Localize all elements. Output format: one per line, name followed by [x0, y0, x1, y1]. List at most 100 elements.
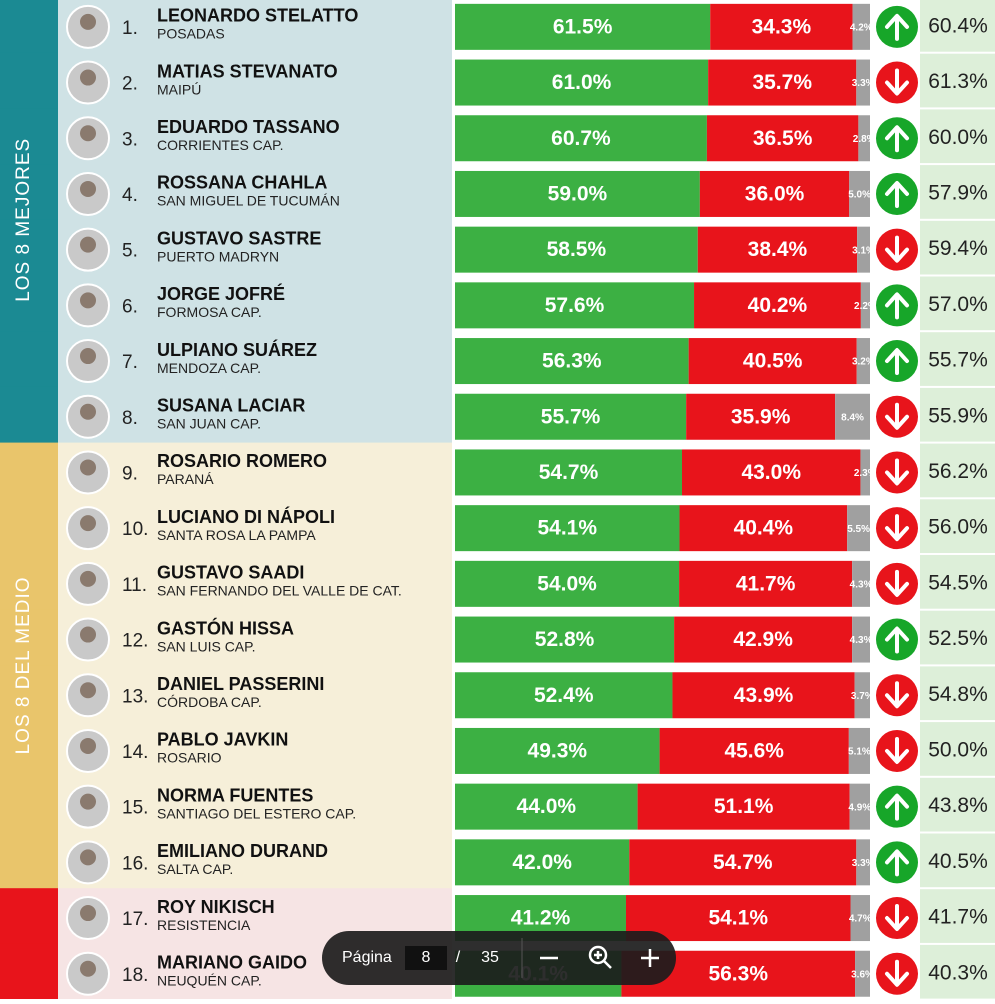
value-label: 56.3% [708, 962, 768, 985]
city: SAN MIGUEL DE TUCUMÁN [157, 193, 340, 209]
value-label: 4.3% [850, 579, 873, 590]
value-label: 5.0% [848, 190, 871, 201]
name: JORGE JOFRÉ [157, 283, 285, 304]
previous-value: 52.5% [928, 627, 988, 650]
viewer-toolbar: Página 8 / 35 [322, 931, 676, 985]
value-label: 4.9% [848, 802, 871, 813]
rank: 14. [122, 742, 148, 763]
bar-segment [455, 226, 698, 273]
previous-value: 40.5% [928, 850, 988, 873]
value-label: 52.8% [535, 628, 595, 651]
bar-segment [856, 59, 870, 106]
name: ULPIANO SUÁREZ [157, 339, 317, 360]
rank: 4. [122, 185, 138, 206]
toolbar-bg [322, 931, 676, 985]
city: PUERTO MADRYN [157, 248, 279, 264]
name: LEONARDO STELATTO [157, 6, 358, 26]
bar-segment [629, 839, 857, 886]
previous-value: 40.3% [928, 961, 988, 984]
name: EDUARDO TASSANO [157, 117, 340, 137]
value-label: 55.7% [541, 405, 601, 428]
value-label: 38.4% [748, 238, 808, 261]
value-label: 3.6% [851, 969, 874, 980]
value-label: 43.0% [741, 461, 801, 484]
value-label: 52.4% [534, 684, 594, 707]
photo-head [80, 13, 96, 30]
value-label: 36.5% [753, 127, 813, 150]
previous-band [920, 833, 995, 888]
bar-segment [857, 226, 870, 273]
previous-value: 59.4% [928, 237, 988, 260]
photo-head [80, 459, 96, 476]
value-label: 40.4% [734, 517, 794, 540]
row-band [58, 108, 452, 166]
photo-head [80, 960, 96, 977]
value-label: 59.0% [548, 182, 608, 205]
bar-segment [848, 727, 870, 774]
previous-band [920, 276, 995, 331]
value-label: 51.1% [714, 795, 774, 818]
group-label: LOS 8 MEJORES [13, 138, 34, 302]
trend-arrow [885, 13, 909, 41]
bar-segment [858, 115, 870, 162]
photo-head [80, 515, 96, 532]
bar-segment [860, 449, 870, 496]
bar-segment [710, 3, 853, 50]
previous-band [920, 722, 995, 776]
city: RESISTENCIA [157, 917, 251, 933]
trend-arrow [885, 402, 909, 430]
side-band [0, 52, 58, 110]
previous-value: 56.0% [928, 516, 988, 539]
rank: 18. [122, 965, 148, 986]
row-band [58, 442, 452, 500]
bar-segment [860, 282, 870, 329]
side-band [0, 721, 58, 778]
value-label: 54.1% [708, 907, 768, 930]
trend-arrow [885, 68, 909, 96]
bar-segment [854, 672, 870, 719]
previous-value: 43.8% [928, 794, 988, 817]
previous-value: 57.0% [928, 293, 988, 316]
bar-segment [455, 783, 638, 830]
page-input[interactable] [405, 946, 447, 970]
bar-segment [455, 115, 707, 162]
bar-segment [455, 672, 673, 719]
zoom-in-button[interactable] [641, 949, 659, 967]
zoom-button[interactable] [588, 945, 608, 965]
rank: 9. [122, 463, 138, 484]
side-band [0, 554, 58, 611]
value-label: 4.2% [850, 22, 873, 33]
trend-arrow [885, 569, 909, 597]
row-band [58, 665, 452, 723]
value-label: 54.0% [537, 572, 597, 595]
previous-band [920, 332, 995, 386]
photo-head [80, 682, 96, 699]
value-label: 60.7% [551, 127, 611, 150]
rank: 5. [122, 241, 138, 262]
value-label: 2.2% [854, 301, 877, 312]
trend-arrow [885, 458, 909, 486]
bar-segment [455, 282, 695, 329]
trend-arrow [885, 959, 909, 987]
bar-segment [625, 895, 851, 942]
row-band [58, 498, 452, 555]
bar-segment [455, 393, 687, 440]
value-label: 43.9% [734, 684, 794, 707]
row-band [58, 721, 452, 778]
rank: 8. [122, 408, 138, 429]
city: SANTIAGO DEL ESTERO CAP. [157, 805, 356, 821]
photo-head [80, 292, 96, 309]
city: SAN FERNANDO DEL VALLE DE CAT. [157, 583, 402, 599]
row-band [58, 832, 452, 890]
trend-arrow [885, 235, 909, 263]
value-label: 8.4% [841, 412, 864, 423]
previous-value: 50.0% [928, 738, 988, 761]
bar-segment [672, 672, 855, 719]
side-band [0, 108, 58, 166]
side-band [0, 386, 58, 444]
city: POSADAS [157, 26, 225, 42]
bar-segment [708, 59, 857, 106]
bar-segment [674, 616, 853, 663]
value-label: 42.0% [512, 851, 572, 874]
bar-segment [852, 560, 870, 607]
